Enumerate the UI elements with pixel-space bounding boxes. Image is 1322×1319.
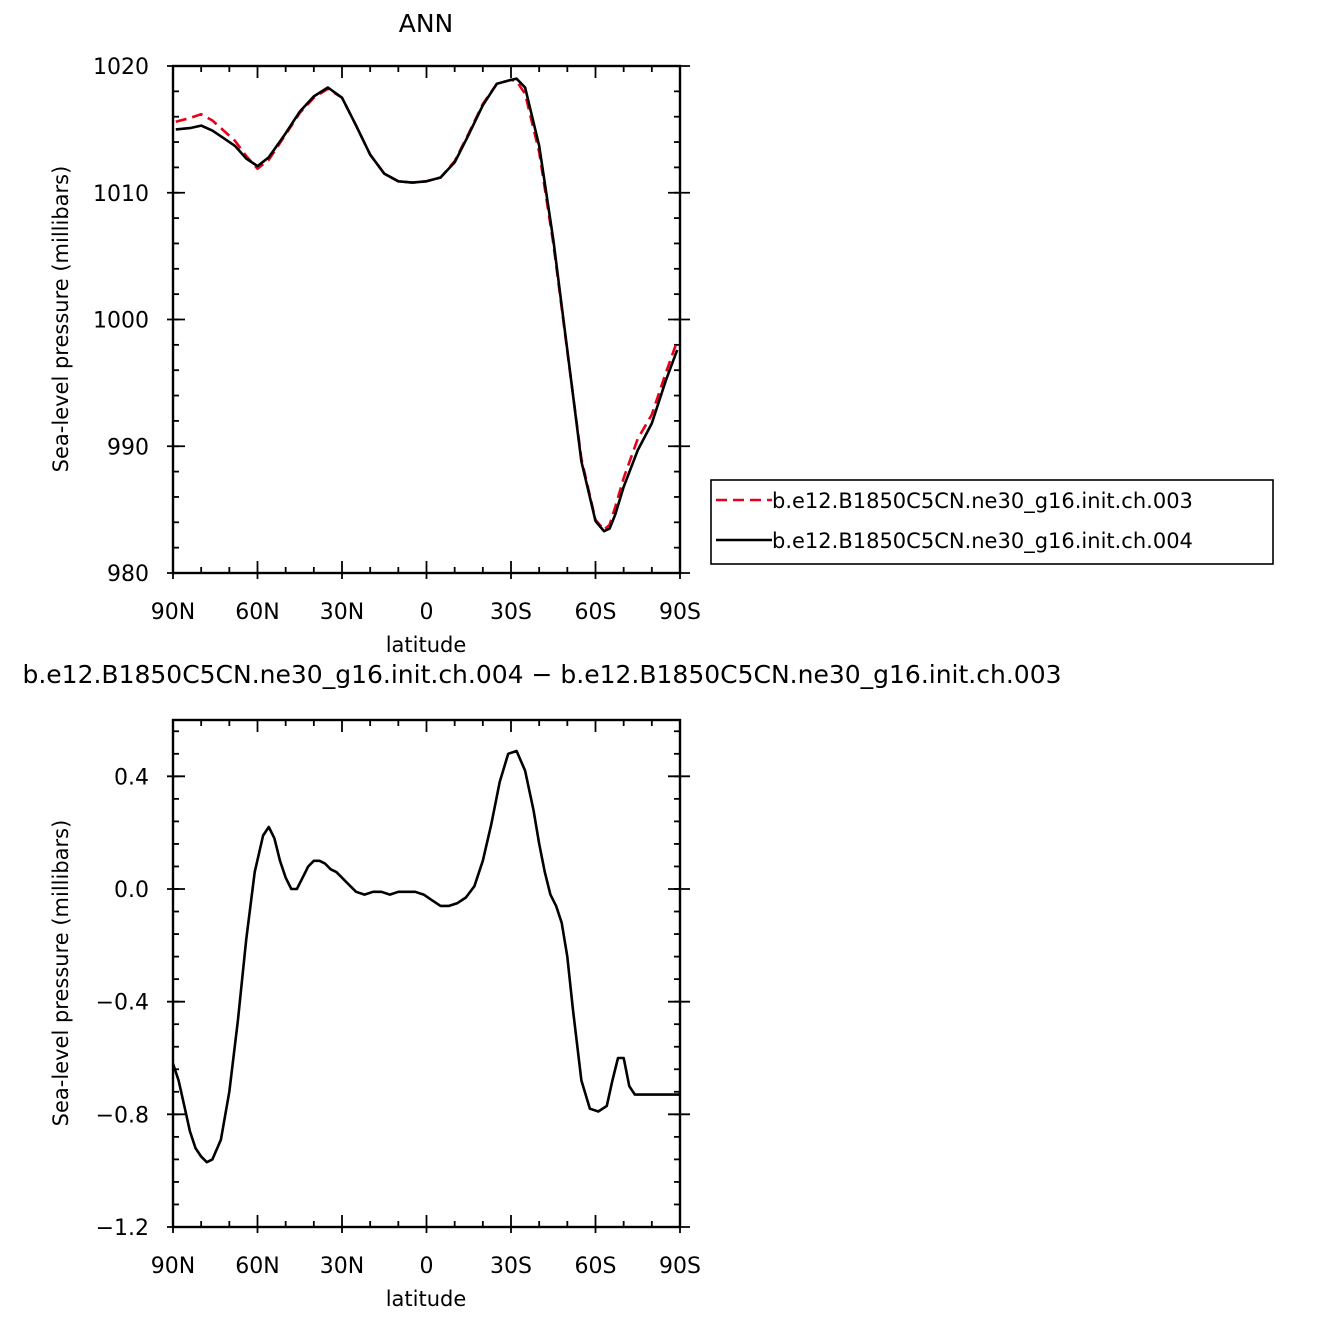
top-series-lines bbox=[175, 77, 679, 533]
top-panel: ANN 90N 60N 30N 0 30S 60S 90S 980 990 1000 1010 102… bbox=[49, 9, 1274, 657]
bottom-axis-ticks bbox=[167, 720, 690, 1233]
bottom-title: b.e12.B1850C5CN.ne30_g16.init.ch.004 − b… bbox=[22, 660, 1061, 689]
bottom-panel: b.e12.B1850C5CN.ne30_g16.init.ch.004 − b… bbox=[22, 660, 1061, 1311]
legend: b.e12.B1850C5CN.ne30_g16.init.ch.003 b.e… bbox=[710, 479, 1274, 565]
bottom-plot-frame bbox=[171, 718, 682, 1229]
top-x-tick-label: 0 bbox=[420, 600, 434, 625]
bottom-y-tick-label: −0.4 bbox=[96, 991, 149, 1016]
bottom-series-line-0 bbox=[171, 749, 680, 1164]
bottom-y-tick-label: 0.4 bbox=[114, 765, 149, 790]
bottom-y-tick-label: −1.2 bbox=[96, 1216, 149, 1241]
bottom-y-axis-label: Sea-level pressure (millibars) bbox=[49, 820, 73, 1127]
bottom-x-tick-label: 60S bbox=[575, 1254, 617, 1279]
top-y-tick-label: 1010 bbox=[93, 182, 149, 207]
top-series-line-1 bbox=[175, 77, 679, 533]
top-plot-frame bbox=[171, 64, 682, 575]
bottom-tick-labels: 90N 60N 30N 0 30S 60S 90S −1.2 −0.8 −0.4 0.0 0.4 bbox=[96, 765, 701, 1279]
bottom-x-tick-label: 0 bbox=[420, 1254, 434, 1279]
bottom-y-tick-label: −0.8 bbox=[96, 1103, 149, 1128]
top-y-axis-label: Sea-level pressure (millibars) bbox=[49, 166, 73, 473]
top-x-tick-label: 90N bbox=[151, 600, 195, 625]
bottom-x-tick-label: 90N bbox=[151, 1254, 195, 1279]
bottom-x-tick-label: 90S bbox=[659, 1254, 701, 1279]
legend-label-004: b.e12.B1850C5CN.ne30_g16.init.ch.004 bbox=[772, 529, 1193, 554]
top-x-tick-label: 90S bbox=[659, 600, 701, 625]
bottom-series-lines bbox=[171, 749, 680, 1164]
top-x-tick-label: 60S bbox=[575, 600, 617, 625]
bottom-x-axis-label: latitude bbox=[386, 1287, 467, 1311]
top-axis-ticks bbox=[167, 65, 690, 579]
legend-label-003: b.e12.B1850C5CN.ne30_g16.init.ch.003 bbox=[772, 489, 1193, 514]
bottom-x-tick-label: 30S bbox=[490, 1254, 532, 1279]
top-x-axis-label: latitude bbox=[386, 633, 467, 657]
legend-box bbox=[710, 479, 1274, 565]
top-x-tick-label: 60N bbox=[235, 600, 279, 625]
top-y-tick-label: 1000 bbox=[93, 309, 149, 334]
top-title: ANN bbox=[399, 9, 454, 38]
top-y-tick-label: 980 bbox=[107, 562, 149, 587]
top-series-line-0 bbox=[175, 78, 679, 532]
top-y-tick-label: 990 bbox=[107, 435, 149, 460]
top-tick-labels: 90N 60N 30N 0 30S 60S 90S 980 990 1000 1010 1020 bbox=[93, 55, 701, 625]
bottom-y-tick-label: 0.0 bbox=[114, 878, 149, 903]
top-x-tick-label: 30S bbox=[490, 600, 532, 625]
top-y-tick-label: 1020 bbox=[93, 55, 149, 80]
bottom-x-tick-label: 30N bbox=[320, 1254, 364, 1279]
bottom-x-tick-label: 60N bbox=[235, 1254, 279, 1279]
top-x-tick-label: 30N bbox=[320, 600, 364, 625]
